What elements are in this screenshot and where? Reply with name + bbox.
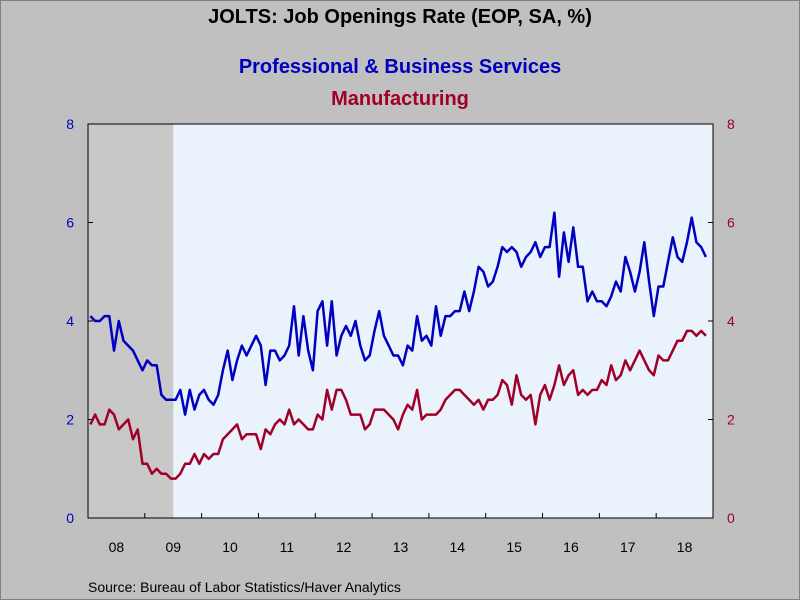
x-tick-label: 13 bbox=[393, 539, 409, 555]
plot-area bbox=[88, 124, 713, 518]
source-note: Source: Bureau of Labor Statistics/Haver… bbox=[88, 579, 401, 595]
y-tick-label-right: 6 bbox=[727, 215, 735, 231]
y-tick-label-right: 4 bbox=[727, 313, 735, 329]
y-tick-label-right: 2 bbox=[727, 412, 735, 428]
y-tick-label-left: 0 bbox=[66, 510, 74, 526]
x-tick-label: 09 bbox=[165, 539, 181, 555]
y-tick-label-left: 4 bbox=[66, 313, 74, 329]
y-tick-label-left: 6 bbox=[66, 215, 74, 231]
x-tick-label: 14 bbox=[450, 539, 466, 555]
recession-shading bbox=[88, 124, 174, 518]
y-tick-label-right: 8 bbox=[727, 116, 735, 132]
x-tick-label: 11 bbox=[280, 539, 295, 555]
x-tick-label: 10 bbox=[222, 539, 238, 555]
chart-title: JOLTS: Job Openings Rate (EOP, SA, %) bbox=[208, 6, 592, 28]
x-tick-label: 18 bbox=[677, 539, 693, 555]
x-tick-label: 17 bbox=[620, 539, 636, 555]
y-tick-label-left: 2 bbox=[66, 412, 74, 428]
x-tick-label: 08 bbox=[109, 539, 125, 555]
series-line-manufacturing bbox=[89, 329, 707, 480]
x-tick-label: 16 bbox=[563, 539, 579, 555]
x-tick-label: 15 bbox=[506, 539, 522, 555]
legend-series-1: Professional & Business Services bbox=[238, 56, 562, 78]
y-tick-label-right: 0 bbox=[727, 510, 735, 526]
y-tick-label-left: 8 bbox=[66, 116, 74, 132]
x-tick-label: 12 bbox=[336, 539, 352, 555]
legend-series-2: Manufacturing bbox=[331, 88, 469, 110]
series-line-professional-business-services bbox=[89, 211, 708, 416]
